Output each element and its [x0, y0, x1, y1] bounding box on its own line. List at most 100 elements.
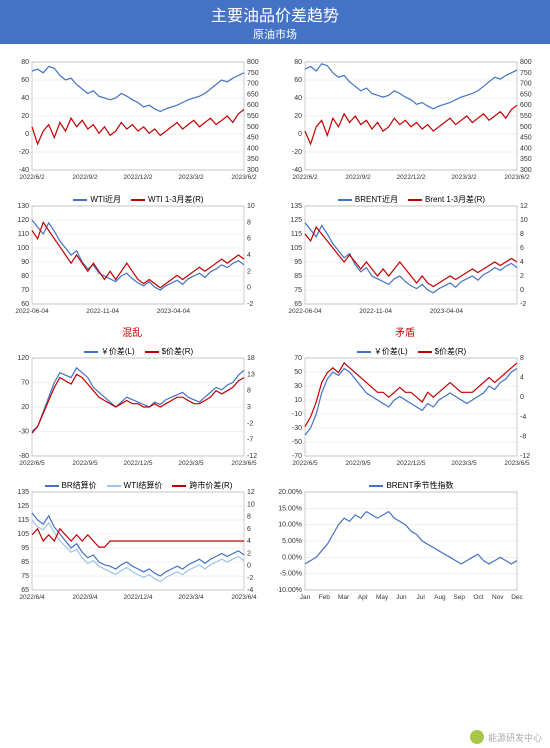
svg-text:450: 450: [520, 135, 532, 142]
svg-text:2022/6/4: 2022/6/4: [19, 594, 45, 601]
svg-text:75: 75: [21, 573, 29, 580]
svg-text:800: 800: [247, 59, 259, 66]
svg-text:300: 300: [247, 167, 259, 174]
chart-panel: BRENT季节性指数-10.00%-5.00%0.00%5.00%10.00%1…: [275, 476, 548, 610]
svg-text:8: 8: [247, 514, 251, 521]
svg-text:400: 400: [247, 145, 259, 152]
svg-text:105: 105: [290, 245, 302, 252]
svg-text:700: 700: [520, 81, 532, 88]
svg-text:Sep: Sep: [453, 594, 465, 601]
svg-text:-7: -7: [247, 437, 253, 444]
svg-text:2022/9/4: 2022/9/4: [72, 594, 98, 601]
svg-text:350: 350: [520, 156, 532, 163]
page-header: 主要油品价差趋势 原油市场: [0, 0, 550, 44]
chart-panel: WTI近月WTI 1-3月差(R)60708090100110120130-20…: [2, 190, 275, 324]
svg-text:-40: -40: [292, 167, 302, 174]
footer-logo-icon: [470, 730, 484, 744]
svg-text:-2: -2: [247, 301, 253, 308]
svg-text:2022-11-04: 2022-11-04: [359, 308, 392, 315]
footer-watermark: 能源研发中心: [470, 730, 542, 744]
svg-text:2022/6/5: 2022/6/5: [19, 460, 45, 467]
svg-text:-4: -4: [247, 587, 253, 594]
svg-text:60: 60: [21, 77, 29, 84]
chart-svg: 65758595105115125135-4-20246810122022/6/…: [4, 478, 272, 608]
svg-text:4: 4: [520, 259, 524, 266]
svg-text:400: 400: [520, 145, 532, 152]
svg-text:500: 500: [247, 124, 259, 131]
svg-text:2022/6/5: 2022/6/5: [292, 460, 318, 467]
svg-text:2023/6/5: 2023/6/5: [231, 460, 257, 467]
legend-item: WTI结算价: [107, 480, 163, 491]
svg-text:105: 105: [17, 531, 29, 538]
svg-text:15.00%: 15.00%: [278, 505, 302, 512]
legend-item: $价差(R): [145, 346, 194, 357]
svg-text:85: 85: [21, 559, 29, 566]
svg-text:0: 0: [247, 285, 251, 292]
svg-text:2022-06-04: 2022-06-04: [15, 308, 49, 315]
svg-text:2022/12/2: 2022/12/2: [397, 174, 426, 181]
svg-text:650: 650: [247, 91, 259, 98]
svg-text:2022/6/2: 2022/6/2: [19, 174, 45, 181]
svg-text:20: 20: [21, 113, 29, 120]
svg-text:-8: -8: [520, 433, 526, 440]
svg-text:2023-04-04: 2023-04-04: [430, 308, 464, 315]
svg-text:Jan: Jan: [300, 594, 311, 601]
svg-text:2023/3/5: 2023/3/5: [451, 460, 477, 467]
svg-text:20: 20: [294, 113, 302, 120]
svg-text:2023/3/2: 2023/3/2: [178, 174, 204, 181]
legend-item: ￥价差(L): [357, 346, 408, 357]
chart-grid: -40-200204060803003504004505005506006507…: [0, 44, 550, 612]
svg-text:550: 550: [520, 113, 532, 120]
svg-text:Feb: Feb: [319, 594, 331, 601]
svg-text:6: 6: [247, 236, 251, 243]
svg-text:65: 65: [294, 301, 302, 308]
section-label-left: 混乱: [122, 324, 142, 339]
chart-svg: -40-200204060803003504004505005506006507…: [4, 48, 272, 188]
svg-text:0: 0: [247, 563, 251, 570]
svg-text:2022-11-04: 2022-11-04: [86, 308, 119, 315]
chart-svg: 65758595105115125135-20246810122022-06-0…: [277, 192, 545, 322]
svg-text:600: 600: [520, 102, 532, 109]
page-subtitle: 原油市场: [0, 26, 550, 42]
chart-panel: BRENT近月Brent 1-3月差(R)6575859510511512513…: [275, 190, 548, 324]
legend-item: 跨市价差(R): [172, 480, 232, 491]
svg-text:100: 100: [17, 245, 29, 252]
chart-panel: -40-200204060803003504004505005506006507…: [275, 46, 548, 190]
svg-text:-30: -30: [19, 429, 29, 436]
svg-text:0: 0: [520, 394, 524, 401]
legend-item: BRENT近月: [338, 194, 398, 205]
svg-text:350: 350: [247, 156, 259, 163]
svg-text:2023/3/2: 2023/3/2: [451, 174, 477, 181]
svg-text:Oct: Oct: [473, 594, 483, 601]
svg-text:700: 700: [247, 81, 259, 88]
svg-text:90: 90: [21, 259, 29, 266]
svg-text:2023-04-04: 2023-04-04: [157, 308, 191, 315]
svg-text:3: 3: [247, 404, 251, 411]
svg-text:-80: -80: [19, 453, 29, 460]
svg-text:2: 2: [520, 273, 524, 280]
svg-text:2022/12/4: 2022/12/4: [124, 594, 153, 601]
svg-text:60: 60: [21, 301, 29, 308]
svg-text:8: 8: [247, 388, 251, 395]
svg-text:Apr: Apr: [358, 594, 369, 601]
svg-text:Mar: Mar: [338, 594, 350, 601]
svg-text:70: 70: [21, 380, 29, 387]
svg-text:750: 750: [520, 70, 532, 77]
chart-svg: -80-302070120-12-7-23813182022/6/52022/9…: [4, 344, 272, 474]
chart-panel: ￥价差(L)$价差(R)-80-302070120-12-7-238131820…: [2, 342, 275, 476]
svg-text:-40: -40: [19, 167, 29, 174]
svg-text:125: 125: [17, 503, 29, 510]
svg-text:-20: -20: [19, 149, 29, 156]
legend-item: WTI近月: [73, 194, 121, 205]
svg-text:Jun: Jun: [396, 594, 407, 601]
svg-text:-10: -10: [292, 411, 302, 418]
svg-text:80: 80: [294, 59, 302, 66]
svg-text:85: 85: [294, 273, 302, 280]
legend-item: Brent 1-3月差(R): [408, 194, 485, 205]
section-label-right: 矛盾: [395, 324, 415, 339]
svg-text:-12: -12: [520, 453, 530, 460]
svg-text:2023/6/4: 2023/6/4: [231, 594, 257, 601]
svg-text:6: 6: [247, 526, 251, 533]
svg-text:4: 4: [520, 375, 524, 382]
svg-text:80: 80: [21, 59, 29, 66]
